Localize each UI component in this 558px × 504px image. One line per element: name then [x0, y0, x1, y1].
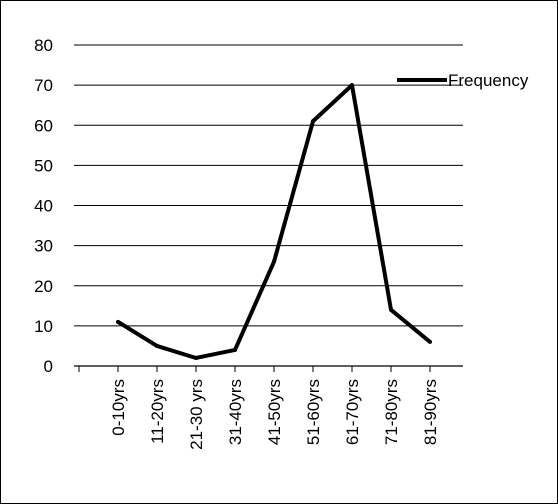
- data-point: [233, 347, 237, 352]
- x-axis-tick-labels: 0-10yrs 11-20yrs 21-30 yrs 31-40yrs 41-50yrs…: [109, 379, 440, 450]
- series-lines: [116, 83, 432, 360]
- data-point: [389, 307, 393, 312]
- legend-label-frequency: Frequency: [448, 71, 529, 90]
- y-tick-label: 80: [34, 36, 53, 55]
- series-line-frequency: [116, 83, 432, 360]
- x-tick-label: 21-30 yrs: [187, 379, 206, 450]
- y-tick-label: 50: [34, 156, 53, 175]
- x-tick-label: 51-60yrs: [304, 379, 323, 445]
- x-axis: [74, 365, 463, 372]
- legend: Frequency: [397, 71, 529, 90]
- y-tick-label: 0: [44, 357, 53, 376]
- data-point: [194, 355, 198, 360]
- data-point: [311, 119, 315, 124]
- y-axis-tick-labels: 0 10 20 30 40 50 60 70 80: [34, 36, 53, 376]
- y-tick-label: 60: [34, 116, 53, 135]
- data-point: [428, 339, 432, 344]
- y-tick-label: 10: [34, 317, 53, 336]
- y-tick-label: 40: [34, 197, 53, 216]
- x-tick-label: 61-70yrs: [343, 379, 362, 445]
- y-tick-label: 20: [34, 277, 53, 296]
- data-point: [272, 259, 276, 264]
- x-tick-label: 71-80yrs: [382, 379, 401, 445]
- y-tick-label: 70: [34, 76, 53, 95]
- y-tick-label: 30: [34, 237, 53, 256]
- data-point: [155, 343, 159, 348]
- x-tick-label: 11-20yrs: [148, 379, 167, 444]
- x-tick-label: 81-90yrs: [421, 379, 440, 445]
- gridlines: [74, 44, 463, 327]
- data-point: [116, 319, 120, 324]
- x-tick-label: 31-40yrs: [226, 379, 245, 445]
- data-point: [350, 83, 354, 88]
- x-tick-label: 41-50yrs: [265, 379, 284, 445]
- x-tick-label: 0-10yrs: [109, 379, 128, 436]
